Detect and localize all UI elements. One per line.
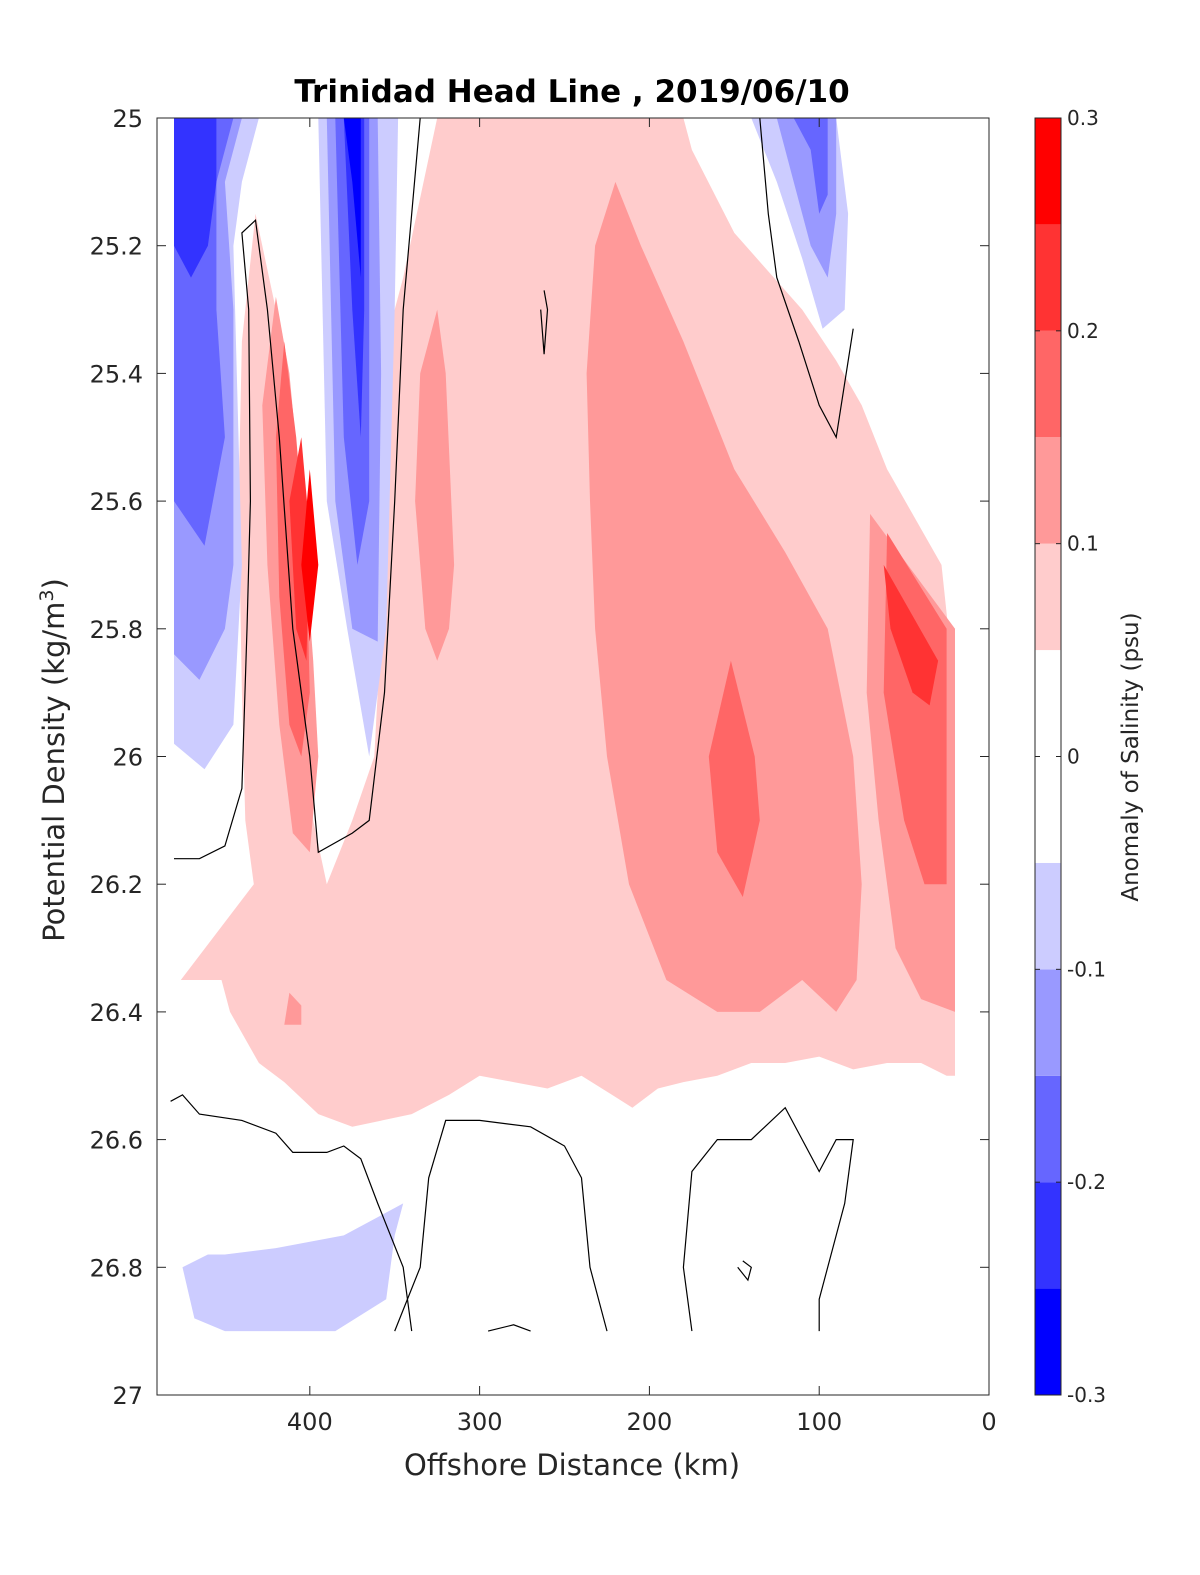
x-tick-label: 200 xyxy=(627,1408,673,1436)
contour-region-11 xyxy=(301,469,319,642)
contour-line-2 xyxy=(394,1119,608,1332)
y-axis-label-text: Potential Density (kg/m xyxy=(37,602,71,942)
colorbar-tick-label: -0.3 xyxy=(1067,1383,1106,1407)
contour-region-22 xyxy=(174,118,217,278)
x-axis: 400 300 200 100 0 xyxy=(287,118,997,1436)
colorbar-segment xyxy=(1035,437,1061,544)
contour-line-4 xyxy=(682,1106,854,1332)
y-axis-label-sup: 3 xyxy=(36,589,58,601)
contour-region-1 xyxy=(415,309,455,661)
contour-region-2 xyxy=(586,181,862,1012)
contour-region-5 xyxy=(284,992,302,1025)
y-tick-label: 25.6 xyxy=(90,488,143,516)
y-tick-label: 26.4 xyxy=(90,999,143,1027)
colorbar-tick-label: 0.1 xyxy=(1067,532,1099,556)
y-tick-label: 26.6 xyxy=(90,1127,143,1155)
colorbar-segment xyxy=(1035,1075,1061,1183)
colorbar-tick-label: 0.2 xyxy=(1067,319,1099,343)
colorbar-segment xyxy=(1035,969,1061,1076)
colorbar-segment xyxy=(1035,224,1061,331)
filled-contours xyxy=(174,118,956,1332)
y-axis-label-close: ) xyxy=(37,578,71,589)
chart-title: Trinidad Head Line , 2019/06/10 xyxy=(294,74,849,110)
contour-region-9 xyxy=(289,437,310,661)
y-axis: 25 25.2 25.4 25.6 25.8 26 26.2 26.4 26.6 26.8 27 xyxy=(90,105,989,1410)
y-axis-label: Potential Density (kg/m3) xyxy=(36,578,71,942)
contour-line-6 xyxy=(540,290,549,355)
colorbar-label: Anomaly of Salinity (psu) xyxy=(1118,612,1144,901)
colorbar: 0.3 0.2 0.1 0 -0.1 -0.2 -0.3 xyxy=(1034,106,1106,1407)
x-tick-label: 400 xyxy=(287,1408,333,1436)
x-tick-label: 300 xyxy=(457,1408,503,1436)
contour-region-24 xyxy=(343,118,361,278)
zero-contour-lines xyxy=(170,118,854,1332)
colorbar-segment xyxy=(1035,330,1061,438)
contour-region-10 xyxy=(883,564,939,706)
contour-line-0 xyxy=(174,118,421,860)
contour-line-3 xyxy=(487,1324,531,1332)
contour-line-1 xyxy=(170,1094,413,1332)
colorbar-segment xyxy=(1035,1288,1061,1395)
y-tick-label: 25 xyxy=(112,105,143,133)
y-tick-label: 25.8 xyxy=(90,616,143,644)
x-axis-label: Offshore Distance (km) xyxy=(404,1448,740,1482)
colorbar-tick-label: -0.1 xyxy=(1067,957,1106,981)
colorbar-segment xyxy=(1035,1182,1061,1289)
y-tick-label: 26.8 xyxy=(90,1254,143,1282)
x-tick-label: 100 xyxy=(796,1408,842,1436)
colorbar-tick-label: 0 xyxy=(1067,745,1080,769)
contour-region-15 xyxy=(182,1203,404,1332)
contour-region-7 xyxy=(708,660,760,897)
colorbar-segment xyxy=(1035,118,1061,225)
contour-line-7 xyxy=(759,118,854,440)
y-tick-label: 25.2 xyxy=(90,233,143,261)
contour-region-21 xyxy=(793,118,828,214)
colorbar-tick-label: -0.2 xyxy=(1067,1170,1106,1194)
y-tick-label: 27 xyxy=(112,1382,143,1410)
y-tick-label: 26.2 xyxy=(90,871,143,899)
y-tick-label: 25.4 xyxy=(90,360,143,388)
y-tick-label: 26 xyxy=(112,744,143,772)
contour-line-5 xyxy=(737,1260,752,1282)
x-tick-label: 0 xyxy=(981,1408,996,1436)
colorbar-segment xyxy=(1035,862,1061,970)
colorbar-tick-label: 0.3 xyxy=(1067,106,1099,130)
colorbar-segment xyxy=(1035,543,1061,651)
